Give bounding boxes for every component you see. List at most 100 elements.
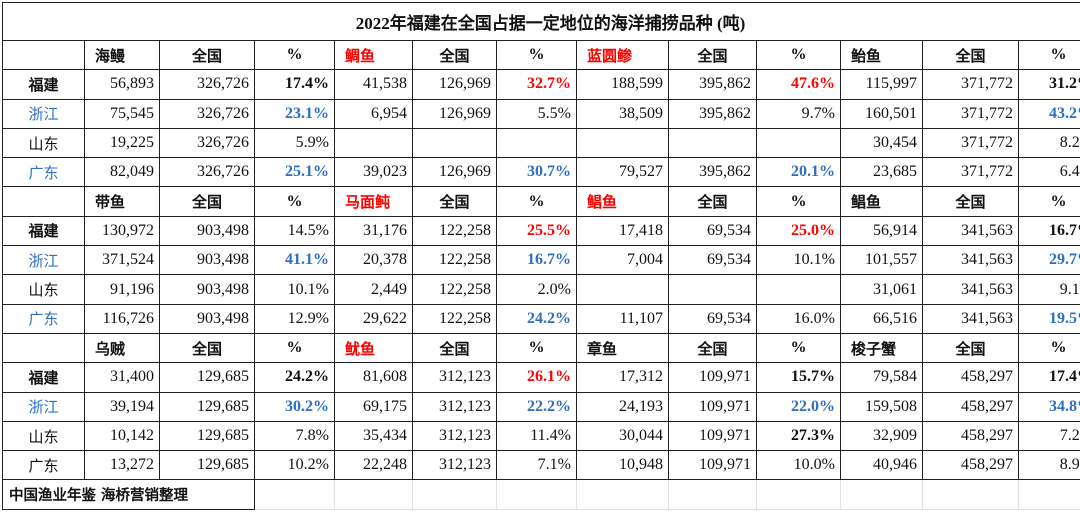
share-percent bbox=[496, 127, 577, 159]
national-total: 371,772 bbox=[922, 69, 1019, 100]
share-percent: 9.1% bbox=[1017, 274, 1080, 305]
share-percent: 17.4% bbox=[1017, 362, 1080, 393]
national-total bbox=[412, 127, 497, 159]
blank-cell bbox=[2, 39, 85, 71]
share-percent: 43.2% bbox=[1017, 98, 1080, 129]
table-row: 浙江 39,194 129,685 30.2% 69,175 312,123 22.2% 24… bbox=[2, 391, 1080, 422]
catch-value bbox=[576, 127, 669, 159]
species-name: 鲳鱼 bbox=[840, 186, 923, 217]
national-total: 458,297 bbox=[922, 362, 1019, 393]
share-percent: 25.5% bbox=[496, 215, 577, 247]
empty-cell bbox=[254, 479, 335, 510]
catch-value: 115,997 bbox=[840, 69, 923, 100]
percent-label: % bbox=[496, 332, 577, 364]
share-percent: 24.2% bbox=[496, 303, 577, 334]
catch-value: 56,893 bbox=[84, 69, 160, 100]
national-total-label: 全国 bbox=[159, 39, 255, 71]
national-total-label: 全国 bbox=[668, 186, 757, 217]
share-percent: 29.7% bbox=[1017, 245, 1080, 276]
national-total: 312,123 bbox=[412, 362, 497, 393]
catch-value: 160,501 bbox=[840, 98, 923, 129]
share-percent: 5.5% bbox=[496, 98, 577, 129]
catch-value: 32,909 bbox=[840, 420, 923, 452]
species-name: 梭子蟹 bbox=[840, 332, 923, 364]
catch-value: 31,061 bbox=[840, 274, 923, 305]
province-label: 浙江 bbox=[2, 391, 85, 422]
catch-value: 56,914 bbox=[840, 215, 923, 247]
national-total: 69,534 bbox=[668, 215, 757, 247]
province-label: 浙江 bbox=[2, 245, 85, 276]
source-note: 中国渔业年鉴 海桥营销整理 bbox=[2, 479, 255, 510]
title-row: 2022年福建在全国占据一定地位的海洋捕捞品种 (吨) bbox=[1, 2, 1080, 41]
species-header-row: 带鱼 全国% 马面鲀 全国% 鲳鱼 全国% 鲳鱼 全国% bbox=[2, 186, 1080, 217]
national-total: 903,498 bbox=[159, 303, 255, 334]
share-percent bbox=[756, 127, 841, 159]
table-row: 广东 13,272 129,685 10.2% 22,248 312,123 7.1% 10,… bbox=[2, 450, 1080, 481]
province-label: 福建 bbox=[2, 215, 85, 247]
share-percent: 9.7% bbox=[756, 98, 841, 129]
catch-value bbox=[576, 274, 669, 305]
national-total: 903,498 bbox=[159, 215, 255, 247]
share-percent: 25.1% bbox=[254, 157, 335, 188]
catch-value: 79,584 bbox=[840, 362, 923, 393]
percent-label: % bbox=[756, 332, 841, 364]
catch-value: 91,196 bbox=[84, 274, 160, 305]
national-total: 109,971 bbox=[668, 420, 757, 452]
percent-label: % bbox=[254, 39, 335, 71]
share-percent: 10.2% bbox=[254, 450, 335, 481]
catch-value: 31,400 bbox=[84, 362, 160, 393]
catch-value: 38,509 bbox=[576, 98, 669, 129]
table-row: 福建 31,400 129,685 24.2% 81,608 312,123 26.1% 17… bbox=[2, 362, 1080, 393]
catch-value: 23,685 bbox=[840, 157, 923, 188]
percent-label: % bbox=[756, 186, 841, 217]
national-total: 129,685 bbox=[159, 450, 255, 481]
national-total: 458,297 bbox=[922, 391, 1019, 422]
share-percent: 15.7% bbox=[756, 362, 841, 393]
national-total: 395,862 bbox=[668, 98, 757, 129]
national-total: 109,971 bbox=[668, 362, 757, 393]
species-name: 鲳鱼 bbox=[576, 186, 669, 217]
national-total: 122,258 bbox=[412, 215, 497, 247]
national-total: 903,498 bbox=[159, 274, 255, 305]
national-total: 109,971 bbox=[668, 391, 757, 422]
province-label: 山东 bbox=[2, 127, 85, 159]
catch-value: 66,516 bbox=[840, 303, 923, 334]
share-percent: 17.4% bbox=[254, 69, 335, 100]
national-total-label: 全国 bbox=[922, 332, 1019, 364]
blank-cell bbox=[2, 186, 85, 217]
share-percent: 7.8% bbox=[254, 420, 335, 452]
national-total: 371,772 bbox=[922, 127, 1019, 159]
share-percent bbox=[756, 274, 841, 305]
national-total: 341,563 bbox=[922, 215, 1019, 247]
catch-value: 11,107 bbox=[576, 303, 669, 334]
table-row: 浙江 371,524 903,498 41.1% 20,378 122,258 16.7% 7… bbox=[2, 245, 1080, 276]
species-name: 鲷鱼 bbox=[334, 39, 413, 71]
share-percent: 23.1% bbox=[254, 98, 335, 129]
species-header-row: 海鳗 全国% 鲷鱼 全国% 蓝圆鲹 全国% 鲐鱼 全国% bbox=[2, 39, 1080, 71]
table-row: 山东 10,142 129,685 7.8% 35,434 312,123 11.4% 30,… bbox=[2, 420, 1080, 452]
province-label: 广东 bbox=[2, 450, 85, 481]
national-total: 371,772 bbox=[922, 98, 1019, 129]
table-row: 山东 91,196 903,498 10.1% 2,449 122,258 2.0% 31,0… bbox=[2, 274, 1080, 305]
table-row: 福建 56,893 326,726 17.4% 41,538 126,969 32.7% 18… bbox=[2, 69, 1080, 100]
catch-value: 7,004 bbox=[576, 245, 669, 276]
share-percent: 25.0% bbox=[756, 215, 841, 247]
species-name: 章鱼 bbox=[576, 332, 669, 364]
share-percent: 22.2% bbox=[496, 391, 577, 422]
species-header-row: 乌贼 全国% 鱿鱼 全国% 章鱼 全国% 梭子蟹 全国% bbox=[2, 332, 1080, 364]
percent-label: % bbox=[254, 186, 335, 217]
catch-value: 20,378 bbox=[334, 245, 413, 276]
share-percent: 47.6% bbox=[756, 69, 841, 100]
share-percent: 7.2% bbox=[1017, 420, 1080, 452]
province-label: 广东 bbox=[2, 157, 85, 188]
national-total-label: 全国 bbox=[159, 332, 255, 364]
national-total-label: 全国 bbox=[922, 186, 1019, 217]
national-total: 903,498 bbox=[159, 245, 255, 276]
national-total: 341,563 bbox=[922, 245, 1019, 276]
table-row: 浙江 75,545 326,726 23.1% 6,954 126,969 5.5% 38,5… bbox=[2, 98, 1080, 129]
empty-cell bbox=[756, 479, 841, 510]
empty-cell bbox=[922, 479, 1019, 510]
species-name: 蓝圆鲹 bbox=[576, 39, 669, 71]
catch-value: 10,948 bbox=[576, 450, 669, 481]
catch-value: 30,044 bbox=[576, 420, 669, 452]
